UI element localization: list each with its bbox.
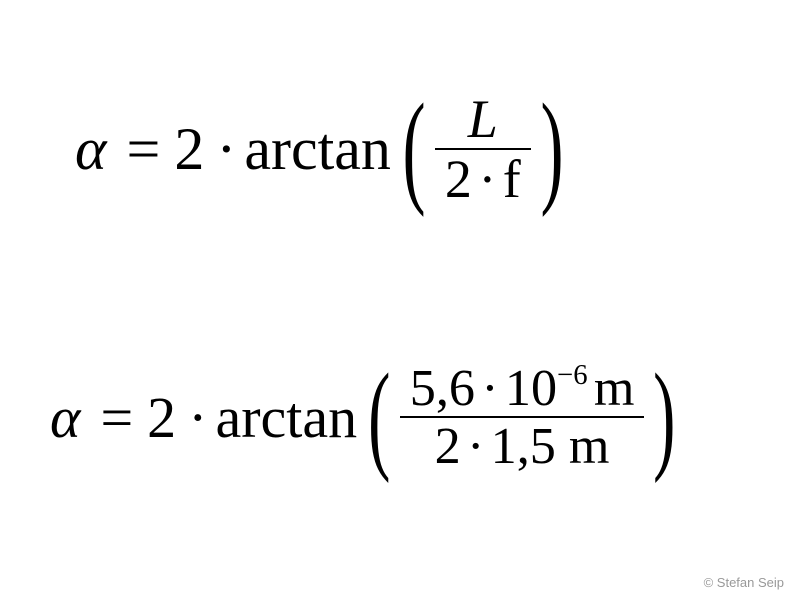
den-unit-m: m [569, 417, 610, 475]
alpha-symbol: α [75, 115, 107, 184]
num-base: 10 [505, 359, 557, 417]
constant-two: 2 [174, 115, 204, 184]
num-cdot: · [481, 359, 498, 417]
copyright-credit: © Stefan Seip [704, 575, 784, 590]
alpha-symbol: α [50, 384, 80, 451]
den-cdot: · [467, 417, 484, 475]
equals-sign: = [127, 115, 161, 184]
multiply-dot: · [216, 115, 236, 184]
fraction: 5,6·10−6m 2·1,5 m [400, 360, 645, 474]
numerator: L [458, 90, 508, 148]
equation-numeric: α = 2 · arctan ( 5,6·10−6m 2·1,5 m ) [50, 360, 685, 474]
fraction: L 2·f [435, 90, 531, 208]
num-coef: 5,6 [410, 359, 475, 417]
denominator: 2·f [435, 150, 531, 208]
equals-sign: = [100, 384, 133, 451]
variable-f: f [503, 149, 521, 209]
num-unit-m: m [594, 359, 635, 417]
multiply-dot: · [188, 384, 207, 451]
variable-L: L [468, 89, 498, 149]
denominator-two: 2 [445, 149, 472, 209]
equation-general: α = 2 · arctan ( L 2·f ) [75, 90, 573, 208]
denominator: 2·1,5 m [425, 418, 620, 474]
den-two: 2 [435, 417, 461, 475]
arctan-function: arctan [244, 115, 391, 184]
constant-two: 2 [147, 384, 176, 451]
denominator-cdot: · [478, 149, 496, 209]
page: α = 2 · arctan ( L 2·f ) α = 2 · arctan … [0, 0, 800, 600]
arctan-function: arctan [216, 384, 358, 451]
num-exponent: −6 [557, 359, 588, 391]
numerator: 5,6·10−6m [400, 360, 645, 416]
den-val: 1,5 [491, 417, 556, 475]
